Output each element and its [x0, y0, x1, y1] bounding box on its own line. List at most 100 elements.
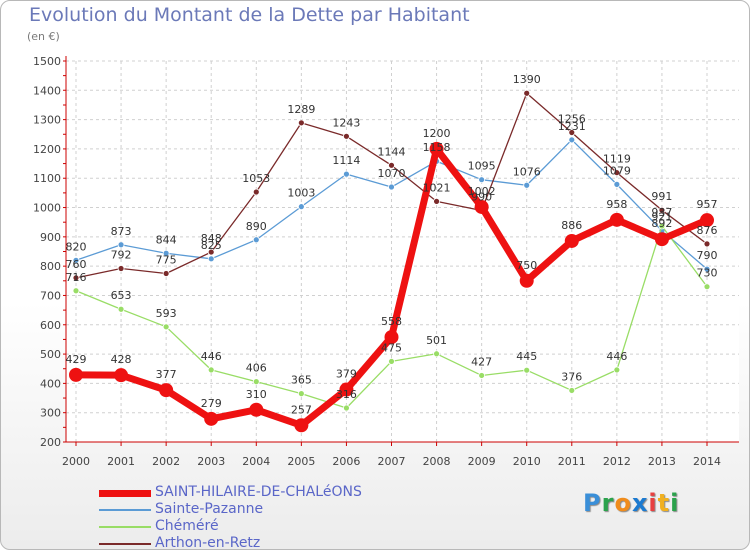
data-label: 1021: [423, 181, 451, 194]
data-point-2: [613, 366, 621, 374]
data-label: 310: [246, 388, 267, 401]
legend-swatch: [99, 489, 151, 497]
data-label: 750: [516, 259, 537, 272]
data-label: 848: [201, 232, 222, 245]
data-label: 1076: [513, 165, 541, 178]
data-label: 886: [561, 219, 582, 232]
x-tick-label: 2005: [287, 455, 315, 468]
data-point-0: [384, 330, 399, 345]
data-label: 1231: [558, 120, 586, 133]
data-point-2: [252, 378, 260, 386]
data-label: 937: [651, 206, 672, 219]
logo-letter: o: [614, 489, 632, 517]
y-tick-label: 900: [40, 231, 61, 244]
data-point-1: [388, 183, 395, 191]
x-tick-label: 2001: [107, 455, 135, 468]
data-point-3: [568, 129, 576, 136]
y-tick-label: 200: [40, 436, 61, 449]
data-label: 1256: [558, 113, 586, 126]
data-point-0: [69, 367, 83, 382]
legend-swatch: [99, 509, 151, 511]
data-point-2: [207, 366, 215, 374]
logo-letter: i: [670, 489, 680, 517]
data-label: 257: [291, 403, 312, 416]
data-point-3: [117, 265, 125, 272]
data-label: 365: [291, 374, 312, 387]
data-label: 1114: [332, 154, 360, 167]
data-point-0: [204, 411, 219, 426]
x-tick-label: 2008: [423, 455, 451, 468]
data-point-2: [478, 372, 486, 379]
data-label: 653: [111, 289, 132, 302]
data-point-2: [433, 350, 440, 358]
data-label: 428: [111, 353, 132, 366]
data-label: 1289: [287, 103, 315, 116]
data-label: 991: [651, 190, 672, 203]
data-point-0: [249, 402, 264, 417]
x-tick-label: 2003: [197, 455, 225, 468]
legend-swatch: [99, 526, 151, 528]
data-label: 892: [651, 217, 672, 230]
y-tick-label: 1000: [33, 202, 61, 215]
data-point-1: [72, 256, 80, 264]
data-label: 1053: [242, 172, 270, 185]
data-label: 316: [336, 388, 357, 401]
data-point-0: [519, 273, 534, 288]
data-label: 1002: [468, 185, 496, 198]
data-label: 446: [201, 350, 222, 363]
unit-label: (en €): [27, 30, 60, 43]
legend-label: SAINT-HILAIRE-DE-CHALéONS: [155, 484, 362, 500]
data-label: 406: [246, 362, 267, 375]
data-point-1: [252, 236, 260, 244]
data-label: 921: [651, 211, 672, 224]
data-point-0: [159, 383, 174, 398]
data-label: 957: [697, 198, 718, 211]
logo-letter: x: [631, 489, 649, 517]
data-label: 558: [381, 315, 402, 328]
data-point-2: [343, 404, 350, 412]
plot-area: [66, 61, 739, 442]
data-label: 1158: [423, 141, 451, 154]
data-label: 790: [697, 249, 718, 262]
data-label: 1200: [423, 127, 451, 140]
data-point-0: [339, 382, 354, 397]
data-label: 1119: [603, 153, 631, 166]
legend-swatch: [99, 543, 151, 545]
x-tick-label: 2010: [513, 455, 541, 468]
data-label: 876: [697, 224, 718, 237]
logo-letter: i: [648, 489, 658, 517]
data-point-1: [117, 241, 125, 249]
data-label: 445: [516, 350, 537, 363]
data-point-3: [658, 206, 666, 214]
data-point-3: [613, 169, 621, 177]
data-label: 1390: [513, 73, 541, 86]
y-tick-label: 700: [40, 289, 61, 302]
data-point-3: [703, 240, 711, 248]
data-point-0: [700, 213, 714, 228]
data-point-1: [568, 136, 576, 144]
data-point-1: [297, 203, 305, 211]
x-tick-label: 2002: [152, 455, 180, 468]
y-tick-label: 800: [40, 260, 61, 273]
y-tick-label: 500: [40, 348, 61, 361]
x-tick-label: 2014: [693, 455, 721, 468]
legend-label: Arthon-en-Retz: [155, 535, 261, 550]
data-point-2: [523, 366, 531, 374]
y-tick-label: 1200: [33, 143, 61, 156]
logo-letter: r: [601, 489, 615, 517]
data-point-2: [703, 283, 711, 291]
x-tick-label: 2000: [62, 455, 90, 468]
data-point-3: [433, 197, 440, 205]
data-point-0: [474, 199, 489, 214]
data-point-3: [343, 132, 350, 140]
logo-letter: P: [583, 489, 602, 517]
y-tick-label: 1500: [33, 55, 61, 68]
data-point-3: [523, 89, 531, 97]
data-label: 820: [66, 240, 87, 253]
data-point-0: [429, 141, 444, 156]
x-tick-label: 2006: [332, 455, 360, 468]
data-label: 446: [606, 350, 627, 363]
x-tick-label: 2004: [242, 455, 270, 468]
